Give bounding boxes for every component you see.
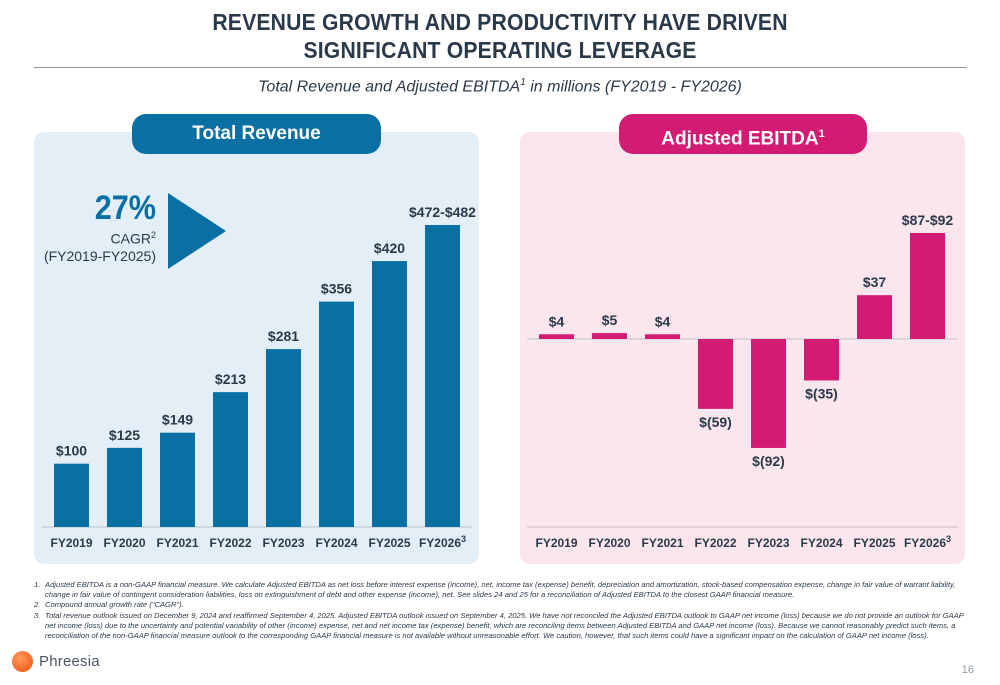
cagr-value: 27% (94, 189, 156, 227)
footnote-text: Total revenue outlook issued on December… (45, 610, 964, 641)
revenue-data-label: $100 (56, 443, 87, 459)
ebitda-tick-label: FY2024 (800, 536, 842, 550)
revenue-bar-fy2021 (160, 432, 195, 527)
revenue-data-label: $420 (374, 240, 405, 256)
ebitda-data-label: $(59) (699, 414, 732, 430)
revenue-bar-fy2020 (107, 447, 142, 527)
ebitda-bar-fy2023 (751, 339, 786, 448)
ebitda-tick-label: FY2022 (694, 536, 736, 550)
revenue-tick-label: FY2020 (103, 536, 145, 550)
company-logo: Phreesia (12, 648, 100, 674)
revenue-data-label: $125 (109, 427, 140, 443)
revenue-bar-fy2019 (54, 463, 89, 527)
ebitda-data-label: $37 (863, 274, 887, 290)
footnote-text: Adjusted EBITDA is a non-GAAP financial … (45, 580, 956, 600)
ebitda-tick-label: FY2023 (747, 536, 789, 550)
page-number: 16 (961, 664, 974, 676)
ebitda-bar-fy2026 (910, 233, 945, 339)
revenue-panel-header: Total Revenue (132, 114, 381, 154)
ebitda-bar-fy2022 (698, 339, 733, 409)
ebitda-bar-fy2025 (857, 295, 892, 339)
revenue-data-label: $472-$482 (409, 204, 476, 220)
ebitda-data-label: $(92) (752, 453, 785, 469)
footnote-text: Compound annual growth rate ("CAGR"). (45, 600, 184, 610)
footnote-number: 2. (34, 600, 41, 610)
ebitda-bar-fy2024 (804, 339, 839, 381)
title-divider (34, 67, 967, 68)
revenue-tick-label: FY2019 (50, 536, 92, 550)
footnote-1: 1. Adjusted EBITDA is a non-GAAP financia… (34, 580, 964, 600)
revenue-bar-fy2023 (266, 349, 301, 527)
ebitda-bar-fy2020 (592, 333, 627, 339)
ebitda-data-label: $4 (655, 313, 671, 329)
revenue-bar-fy2024 (319, 301, 354, 527)
subtitle-text: Total Revenue and Adjusted EBITDA (258, 78, 521, 96)
subtitle-footnote-ref: 1 (520, 77, 526, 88)
footnote-number: 3. (34, 610, 41, 620)
cagr-label: CAGR2 (40, 230, 156, 247)
revenue-tick-label: FY2024 (315, 536, 357, 550)
ebitda-tick-label: FY2019 (535, 536, 577, 550)
revenue-bar-fy2026 (425, 225, 460, 527)
ebitda-tick-label: FY2025 (853, 536, 895, 550)
revenue-tick-label: FY20263 (419, 534, 466, 550)
revenue-tick-label: FY2025 (368, 536, 410, 550)
logo-text: Phreesia (39, 652, 100, 670)
cagr-footnote-ref: 2 (150, 230, 156, 240)
revenue-data-label: $356 (321, 281, 352, 297)
ebitda-tick-label: FY20263 (904, 534, 951, 550)
cagr-label-text: CAGR (110, 230, 151, 247)
revenue-data-label: $213 (215, 371, 246, 387)
slide-subtitle: Total Revenue and Adjusted EBITDA1 in mi… (0, 77, 1000, 96)
ebitda-bar-fy2019 (539, 334, 574, 339)
revenue-data-label: $281 (268, 328, 299, 344)
footnote-3: 3. Total revenue outlook issued on Decemb… (34, 611, 964, 642)
revenue-data-label: $149 (162, 412, 193, 428)
ebitda-panel-header: Adjusted EBITDA1 (619, 114, 867, 154)
revenue-tick-label: FY2022 (209, 536, 251, 550)
ebitda-data-label: $4 (549, 313, 565, 329)
footnote-2: 2. Compound annual growth rate ("CAGR"). (34, 600, 964, 610)
slide-title: REVENUE GROWTH AND PRODUCTIVITY HAVE DRI… (40, 8, 960, 64)
ebitda-data-label: $(35) (805, 385, 838, 401)
play-arrow-icon (168, 193, 226, 269)
revenue-panel-label: Total Revenue (192, 123, 321, 144)
ebitda-footnote-ref: 1 (818, 128, 825, 140)
ebitda-tick-label: FY2021 (641, 536, 683, 550)
revenue-tick-label: FY2021 (156, 536, 198, 550)
subtitle-suffix: in millions (FY2019 - FY2026) (525, 78, 742, 96)
revenue-bar-fy2025 (372, 261, 407, 527)
revenue-bar-fy2022 (213, 392, 248, 527)
slide-title-line1: REVENUE GROWTH AND PRODUCTIVITY HAVE DRI… (212, 9, 788, 35)
revenue-tick-label: FY2023 (262, 536, 304, 550)
ebitda-tick-label: FY2020 (588, 536, 630, 550)
ebitda-data-label: $5 (602, 312, 618, 328)
logo-mark-icon (12, 650, 33, 672)
ebitda-bar-fy2021 (645, 334, 680, 339)
slide-title-line2: SIGNIFICANT OPERATING LEVERAGE (303, 37, 697, 63)
ebitda-panel (520, 132, 965, 564)
footnote-number: 1. (34, 580, 41, 589)
cagr-range: (FY2019-FY2025) (43, 248, 156, 264)
ebitda-data-label: $87-$92 (902, 212, 954, 228)
ebitda-panel-label: Adjusted EBITDA (661, 128, 819, 150)
footnotes: 1. Adjusted EBITDA is a non-GAAP financia… (34, 580, 964, 641)
